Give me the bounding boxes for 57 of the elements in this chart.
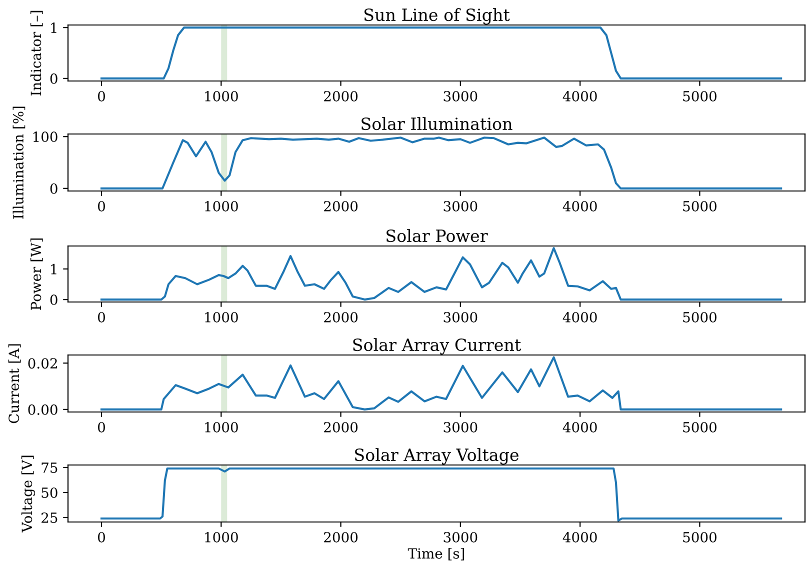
y-axis-title: Illumination [%] xyxy=(12,106,26,219)
x-tick-label: 2000 xyxy=(324,312,358,322)
x-tick-label: 4000 xyxy=(562,90,597,102)
x-tick-label: 1000 xyxy=(205,312,238,322)
y-tick-label: 0 xyxy=(50,183,58,194)
x-tick-label: 1000 xyxy=(205,422,238,432)
line-series xyxy=(100,356,782,410)
x-tick-label: 3000 xyxy=(444,312,478,322)
y-tick-label: 50 xyxy=(42,487,58,498)
x-tick-label: 3000 xyxy=(444,200,478,212)
x-tick-label: 5000 xyxy=(683,90,716,102)
x-tick-label: 1000 xyxy=(205,200,238,212)
x-tick-label: 5000 xyxy=(683,312,716,322)
line-series xyxy=(100,136,782,190)
x-tick-label: 5000 xyxy=(683,422,716,432)
y-axis-title: Voltage [V] xyxy=(21,456,36,533)
x-tick-label: 1000 xyxy=(205,90,238,102)
x-tick-label: 1000 xyxy=(205,532,238,542)
line-series xyxy=(100,247,782,301)
x-tick-label: 4000 xyxy=(562,532,597,542)
x-tick-label: 3000 xyxy=(444,90,478,102)
y-axis-title: Indicator [–] xyxy=(30,10,43,96)
y-tick-label: 1 xyxy=(51,264,56,274)
x-tick-label: 4000 xyxy=(562,422,597,432)
line-series xyxy=(100,467,782,522)
y-tick-label: 0 xyxy=(50,294,58,306)
y-tick-label: 0.00 xyxy=(28,404,58,415)
x-tick-label: 5000 xyxy=(683,532,716,542)
x-axis-title: Time [s] xyxy=(408,548,464,560)
chart-title: Solar Illumination xyxy=(362,117,512,130)
x-tick-label: 2000 xyxy=(324,532,358,542)
x-tick-label: 3000 xyxy=(444,422,478,432)
x-tick-label: 0 xyxy=(98,312,105,322)
x-tick-label: 2000 xyxy=(324,422,358,432)
y-tick-label: 100 xyxy=(33,132,58,142)
y-tick-label: 0 xyxy=(50,73,58,84)
y-tick-label: 75 xyxy=(42,462,58,473)
x-tick-label: 0 xyxy=(98,532,105,542)
chart-title: Solar Array Voltage xyxy=(355,448,518,465)
y-tick-label: 0.02 xyxy=(28,358,57,369)
chart-title: Sun Line of Sight xyxy=(364,8,510,25)
chart-title: Solar Array Current xyxy=(353,338,522,355)
y-axis-title: Current [A] xyxy=(8,344,21,424)
y-tick-label: 1 xyxy=(51,22,56,33)
x-tick-label: 0 xyxy=(98,422,105,432)
x-tick-label: 2000 xyxy=(324,90,358,102)
x-tick-label: 0 xyxy=(98,90,105,102)
x-tick-label: 4000 xyxy=(562,200,597,212)
x-tick-label: 2000 xyxy=(324,200,358,212)
x-tick-label: 5000 xyxy=(683,200,716,212)
y-tick-label: 25 xyxy=(42,512,58,523)
x-tick-label: 3000 xyxy=(444,532,478,542)
y-axis-title: Power [W] xyxy=(30,238,43,310)
line-series xyxy=(100,26,782,80)
chart-title: Solar Power xyxy=(386,229,488,242)
x-tick-label: 4000 xyxy=(562,312,597,322)
x-tick-label: 0 xyxy=(98,200,105,212)
